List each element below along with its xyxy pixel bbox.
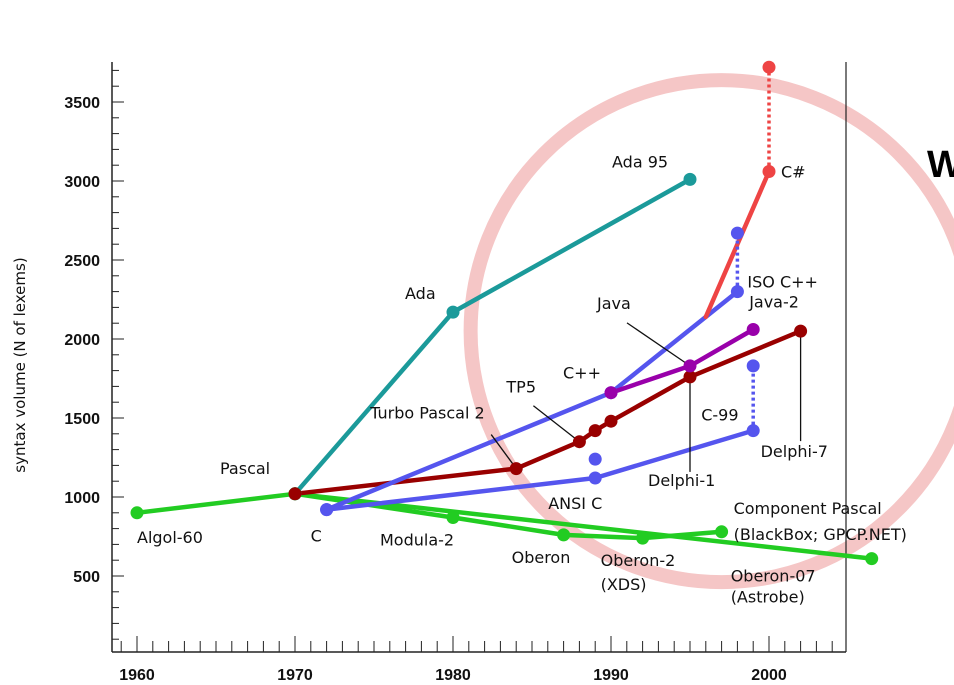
x-tick-label: 2000: [751, 667, 787, 684]
y-axis-label: syntax volume (N of lexems): [11, 257, 29, 472]
point-label: ANSI C: [548, 494, 602, 513]
data-point: [588, 471, 602, 485]
corner-text: W: [927, 144, 954, 186]
point-label: (XDS): [601, 575, 647, 594]
data-point: [572, 435, 586, 449]
data-point: [730, 226, 744, 240]
data-point: [130, 506, 144, 520]
point-label: C: [311, 527, 322, 546]
point-label: (Astrobe): [731, 588, 805, 607]
data-point: [588, 452, 602, 466]
series-line-red-cs: [703, 169, 772, 320]
markers: [130, 60, 879, 566]
y-tick-label: 2000: [64, 332, 100, 349]
data-point: [715, 525, 729, 539]
data-point: [746, 424, 760, 438]
point-label: Java: [596, 294, 631, 313]
data-point: [746, 323, 760, 336]
y-tick-label: 3000: [64, 174, 100, 191]
point-label: C#: [781, 163, 806, 182]
point-label: Modula-2: [380, 531, 454, 550]
point-label: Algol-60: [137, 528, 203, 547]
point-label: Component Pascal: [734, 499, 882, 518]
data-point: [683, 172, 697, 186]
y-tick-label: 500: [73, 569, 100, 586]
data-point: [588, 424, 602, 438]
leader-line: [532, 405, 580, 443]
data-point: [557, 528, 571, 542]
data-point: [446, 511, 460, 524]
data-point: [730, 285, 744, 299]
y-tick-label: 2500: [64, 253, 100, 270]
data-point: [509, 462, 523, 476]
data-point: [636, 531, 650, 545]
x-tick-label: 1990: [593, 667, 629, 684]
highlight-circle: [463, 73, 954, 590]
point-label: Oberon-07: [731, 567, 816, 586]
leader-line: [626, 322, 691, 367]
series-layer: [134, 67, 874, 561]
point-label: TP5: [505, 378, 536, 397]
data-point: [446, 305, 460, 319]
data-point: [865, 552, 879, 566]
data-point: [794, 324, 808, 338]
point-label: C-99: [701, 406, 738, 425]
point-labels: Algol-60 Pascal C Modula-2 Oberon Oberon-2 (XD…: [137, 152, 907, 606]
x-tick-label: 1960: [119, 667, 155, 684]
point-label: Ada: [405, 284, 436, 303]
y-tick-label: 3500: [64, 95, 100, 112]
point-label: Oberon: [512, 548, 571, 567]
x-tick-label: 1970: [277, 667, 313, 684]
point-label: (BlackBox; GPCP.NET): [734, 525, 907, 544]
data-point: [683, 370, 697, 384]
point-label: Delphi-1: [648, 471, 715, 490]
series-line-green-oberon07: [292, 491, 874, 561]
point-label: ISO C++: [747, 273, 818, 292]
data-point: [762, 60, 776, 74]
y-tick-label: 1000: [64, 490, 100, 507]
point-label: Delphi-7: [761, 442, 828, 461]
point-label: Ada 95: [612, 152, 668, 171]
leader-line: [490, 434, 517, 469]
point-label: Java-2: [748, 293, 799, 312]
x-tick-label: 1980: [435, 667, 471, 684]
axes: [111, 62, 847, 653]
point-label: Turbo Pascal 2: [369, 404, 484, 423]
data-point: [604, 386, 618, 400]
point-label: C++: [563, 364, 601, 383]
tick-labels: 500 1000 1500 2000 2500 3000 3500 1960 1970 1980 1…: [64, 95, 786, 684]
data-point: [762, 165, 776, 178]
data-point: [604, 414, 618, 428]
point-label: Oberon-2: [601, 551, 676, 570]
y-tick-label: 1500: [64, 411, 100, 428]
data-point: [683, 359, 697, 373]
data-point: [746, 359, 760, 373]
series-line-green: [134, 491, 724, 541]
data-point: [288, 487, 302, 501]
point-label: Pascal: [220, 459, 270, 478]
leader-lines: [490, 322, 802, 472]
data-point: [320, 503, 334, 517]
